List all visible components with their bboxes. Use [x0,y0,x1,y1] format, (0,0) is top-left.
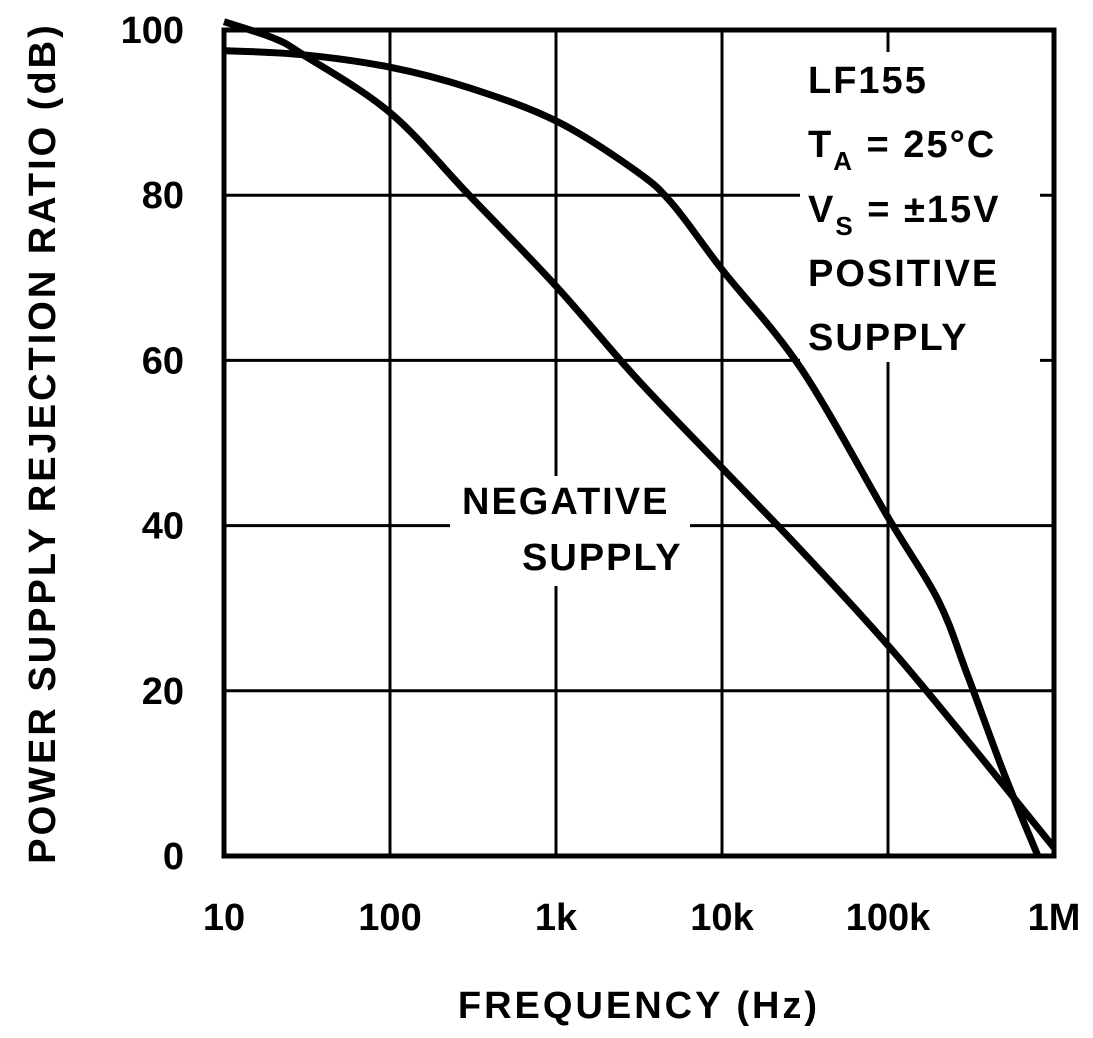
plot-frame [221,27,1057,859]
y-tick-label: 60 [142,340,184,382]
x-tick-label: 10k [690,897,754,939]
y-axis-label: POWER SUPPLY REJECTION RATIO (dB) [22,22,64,863]
vs-subscript: S [835,211,854,241]
y-tick-label: 80 [142,175,184,217]
y-tick-label: 100 [121,10,184,52]
ta-subscript: A [833,146,854,176]
vs-label: VS = ±15V [808,189,1000,241]
conditions-annotation: LF155 TA = 25°C VS = ±15V POSITIVE SUPPL… [808,60,1000,359]
negative-label-mask [450,476,690,586]
x-axis-label: FREQUENCY (Hz) [458,985,820,1027]
negative-supply-label-line-1: NEGATIVE [462,481,669,523]
series-layer [222,18,1057,858]
x-tick-label: 1k [535,897,578,939]
vs-value: = ±15V [855,189,1001,231]
ta-label: TA = 25°C [808,124,996,176]
x-tick-label: 100 [358,897,421,939]
ta-value: = 25°C [854,124,996,166]
y-tick-label: 20 [142,671,184,713]
x-tick-label: 1M [1028,897,1081,939]
device-label: LF155 [808,60,928,102]
ta-symbol: T [808,124,833,166]
y-tick-labels: 0 20 40 60 80 100 [121,10,184,878]
x-tick-label: 10 [203,897,245,939]
conditions-mask [800,52,1040,362]
y-tick-label: 40 [142,506,184,548]
annotation-masks [450,52,1040,586]
y-tick-label: 0 [163,836,184,878]
negative-supply-label-line-2: SUPPLY [522,537,683,579]
negative-supply-curve [222,18,1057,850]
positive-supply-curve [223,47,1042,858]
positive-supply-label-line-1: POSITIVE [808,253,999,295]
x-tick-label: 100k [846,897,931,939]
vs-symbol: V [808,189,835,231]
negative-supply-annotation: NEGATIVE SUPPLY [462,481,683,579]
positive-supply-label-line-2: SUPPLY [808,317,969,359]
x-tick-labels: 10 100 1k 10k 100k 1M [203,897,1081,939]
